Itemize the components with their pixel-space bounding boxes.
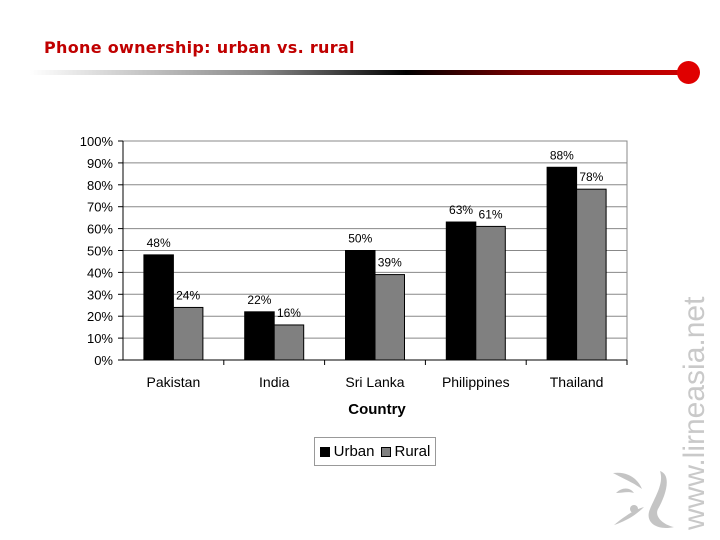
legend-swatch-urban xyxy=(319,447,330,458)
x-tick-label: India xyxy=(259,374,290,390)
bar-urban xyxy=(445,221,477,361)
legend-item-urban: Urban xyxy=(319,443,375,460)
chart-legend: Urban Rural xyxy=(314,437,436,466)
x-tick-label: Thailand xyxy=(550,374,604,390)
data-label: 48% xyxy=(147,236,171,250)
y-tick-label: 70% xyxy=(87,200,113,215)
data-label: 24% xyxy=(176,288,200,302)
data-label: 16% xyxy=(277,306,301,320)
watermark-url: www.lirneasia.net xyxy=(678,296,711,530)
legend-label-urban: Urban xyxy=(333,443,375,460)
bar-rural xyxy=(172,306,204,361)
legend-swatch-rural xyxy=(380,447,391,458)
y-tick-label: 20% xyxy=(87,309,113,324)
bar-rural xyxy=(475,225,506,361)
y-tick-label: 60% xyxy=(87,222,113,237)
x-tick-label: Philippines xyxy=(442,374,510,390)
y-tick-label: 50% xyxy=(87,244,113,259)
data-label: 78% xyxy=(579,170,603,184)
legend-label-rural: Rural xyxy=(394,443,431,460)
bar-rural xyxy=(576,188,607,361)
slide-title: Phone ownership: urban vs. rural xyxy=(44,38,355,57)
data-label: 50% xyxy=(348,232,372,246)
data-label: 22% xyxy=(247,293,271,307)
y-tick-label: 40% xyxy=(87,265,113,280)
bar-urban xyxy=(345,250,376,361)
y-tick-label: 10% xyxy=(87,331,113,346)
bar-urban xyxy=(546,166,578,361)
y-tick-label: 90% xyxy=(87,156,113,171)
y-tick-label: 100% xyxy=(80,134,114,149)
lirneasia-logo-icon xyxy=(613,471,674,529)
bar-urban xyxy=(143,254,174,361)
y-tick-label: 80% xyxy=(87,178,113,193)
data-label: 39% xyxy=(378,256,402,270)
y-tick-label: 0% xyxy=(94,353,113,368)
bar-rural xyxy=(374,274,405,361)
data-label: 61% xyxy=(479,207,503,221)
title-rule xyxy=(30,70,690,75)
title-rule-dot xyxy=(677,61,700,84)
x-tick-label: Sri Lanka xyxy=(345,374,404,390)
data-label: 63% xyxy=(449,203,473,217)
x-tick-label: Pakistan xyxy=(147,374,201,390)
bar-rural xyxy=(273,324,305,361)
data-label: 88% xyxy=(550,148,574,162)
legend-item-rural: Rural xyxy=(380,443,431,460)
y-tick-label: 30% xyxy=(87,287,113,302)
x-axis-label: Country xyxy=(348,401,406,418)
bar-urban xyxy=(244,311,275,361)
